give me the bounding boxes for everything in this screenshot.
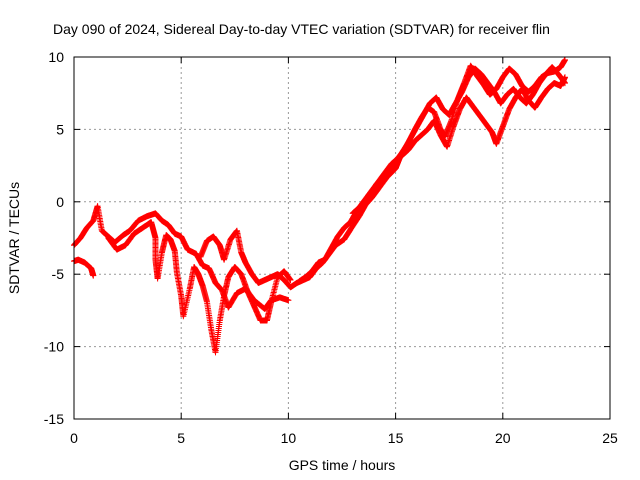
series-satellite-track-5 [296, 74, 568, 285]
x-axis-label: GPS time / hours [289, 457, 396, 473]
x-tick-label: 25 [602, 430, 618, 446]
y-tick-label: 10 [48, 49, 64, 65]
data-point [561, 80, 568, 87]
plot-frame [73, 56, 611, 420]
y-tick-label: 5 [56, 121, 64, 137]
x-axis-ticks: 0 5 10 15 20 25 [70, 57, 618, 446]
x-tick-label: 10 [281, 430, 297, 446]
y-tick-label: -15 [44, 411, 64, 427]
chart-title: Day 090 of 2024, Sidereal Day-to-day VTE… [53, 21, 550, 37]
y-tick-label: -5 [52, 266, 65, 282]
x-tick-label: 0 [70, 430, 78, 446]
series-satellite-track-3 [105, 219, 294, 356]
y-axis-label: SDTVAR / TECUs [6, 182, 22, 294]
data-point [287, 276, 294, 283]
series-satellite-track-2 [71, 256, 97, 279]
y-axis-ticks: -15 -10 -5 0 5 10 [44, 49, 610, 427]
x-tick-label: 15 [388, 430, 404, 446]
x-tick-label: 5 [177, 430, 185, 446]
data-points [71, 56, 568, 356]
y-tick-label: 0 [56, 194, 64, 210]
series-satellite-track-6 [349, 64, 568, 217]
data-point [561, 56, 568, 63]
grid-lines [74, 57, 610, 419]
data-point [90, 272, 97, 279]
y-tick-label: -10 [44, 339, 64, 355]
data-point [285, 297, 292, 304]
x-tick-label: 20 [495, 430, 511, 446]
series-satellite-track-1 [71, 203, 292, 312]
